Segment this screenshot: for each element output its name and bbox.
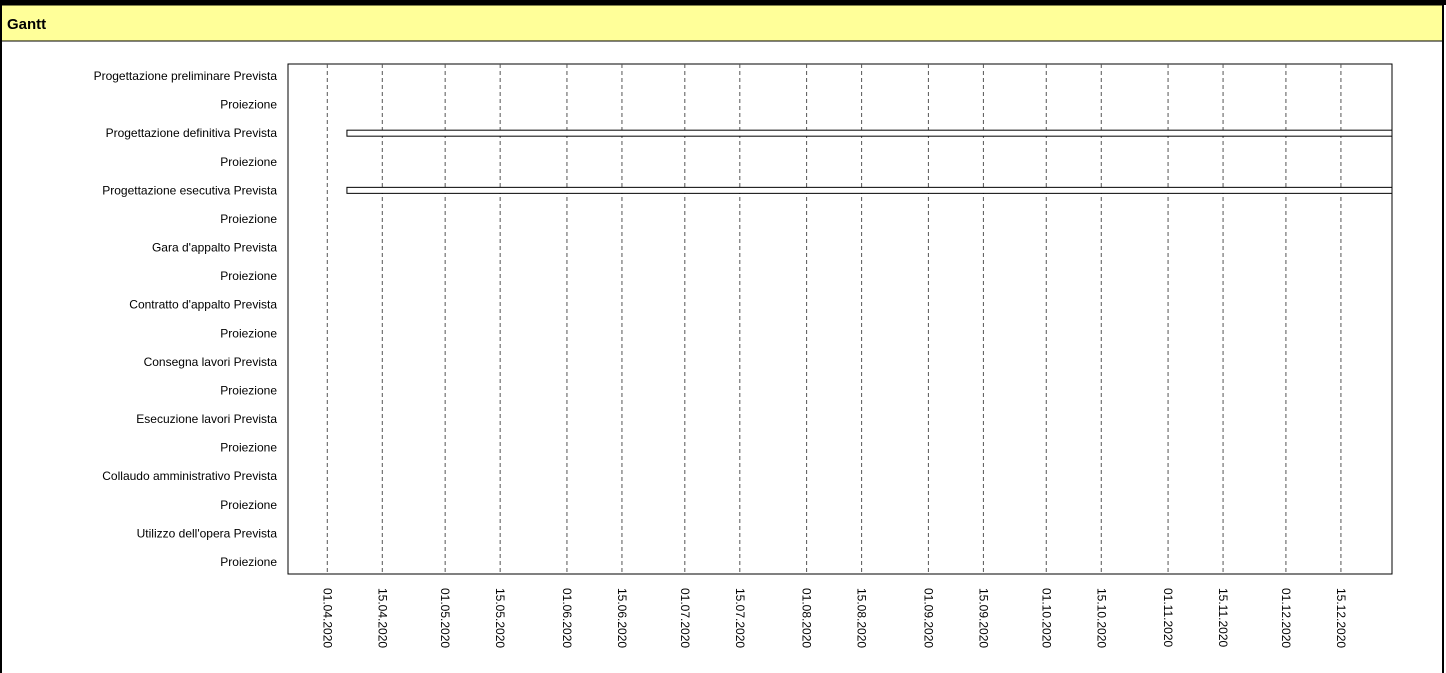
y-tick-label: Proiezione bbox=[220, 383, 277, 397]
x-tick-label: 01.08.2020 bbox=[800, 588, 814, 648]
y-tick-label: Utilizzo dell'opera Prevista bbox=[137, 526, 278, 540]
x-tick-label: 01.06.2020 bbox=[560, 588, 574, 648]
x-tick-label: 01.12.2020 bbox=[1279, 588, 1293, 648]
y-tick-label: Progettazione esecutiva Prevista bbox=[102, 183, 277, 197]
x-tick-label: 01.10.2020 bbox=[1039, 588, 1053, 648]
y-tick-label: Proiezione bbox=[220, 441, 277, 455]
x-tick-label: 15.06.2020 bbox=[615, 588, 629, 648]
x-tick-label: 15.11.2020 bbox=[1216, 588, 1230, 647]
bar bbox=[346, 129, 1393, 137]
y-tick-label: Consegna lavori Prevista bbox=[144, 355, 278, 369]
chart-title: Gantt bbox=[7, 16, 46, 33]
x-tick-label: 15.04.2020 bbox=[375, 588, 389, 648]
y-tick-label: Proiezione bbox=[220, 326, 277, 340]
x-tick-label: 15.05.2020 bbox=[493, 588, 507, 648]
y-tick-label: Proiezione bbox=[220, 98, 277, 112]
y-tick-label: Progettazione preliminare Prevista bbox=[94, 69, 278, 83]
y-tick-label: Proiezione bbox=[220, 155, 277, 169]
y-tick-label: Contratto d'appalto Prevista bbox=[129, 298, 277, 312]
left-border bbox=[0, 0, 2, 673]
y-tick-label: Gara d'appalto Prevista bbox=[152, 241, 277, 255]
x-tick-label: 01.09.2020 bbox=[921, 588, 935, 648]
y-tick-label: Proiezione bbox=[220, 212, 277, 226]
y-tick-label: Collaudo amministrativo Prevista bbox=[102, 469, 277, 483]
top-border bbox=[0, 0, 1446, 5]
x-tick-label: 15.10.2020 bbox=[1094, 588, 1108, 648]
y-tick-label: Progettazione definitiva Prevista bbox=[106, 126, 278, 140]
y-tick-label: Esecuzione lavori Prevista bbox=[136, 412, 277, 426]
x-tick-label: 01.04.2020 bbox=[320, 588, 334, 648]
x-tick-label: 15.07.2020 bbox=[733, 588, 747, 648]
y-tick-label: Proiezione bbox=[220, 269, 277, 283]
x-tick-label: 01.11.2020 bbox=[1161, 588, 1175, 647]
right-border bbox=[1442, 0, 1444, 673]
x-tick-label: 15.12.2020 bbox=[1334, 588, 1348, 648]
x-tick-label: 01.07.2020 bbox=[678, 588, 692, 648]
x-tick-label: 15.08.2020 bbox=[855, 588, 869, 648]
bar bbox=[346, 186, 1393, 194]
plot-area bbox=[287, 63, 1393, 575]
y-tick-label: Proiezione bbox=[220, 498, 277, 512]
header-bar bbox=[0, 4, 1444, 42]
x-tick-label: 15.09.2020 bbox=[976, 588, 990, 648]
y-tick-label: Proiezione bbox=[220, 555, 277, 569]
x-tick-label: 01.05.2020 bbox=[438, 588, 452, 648]
